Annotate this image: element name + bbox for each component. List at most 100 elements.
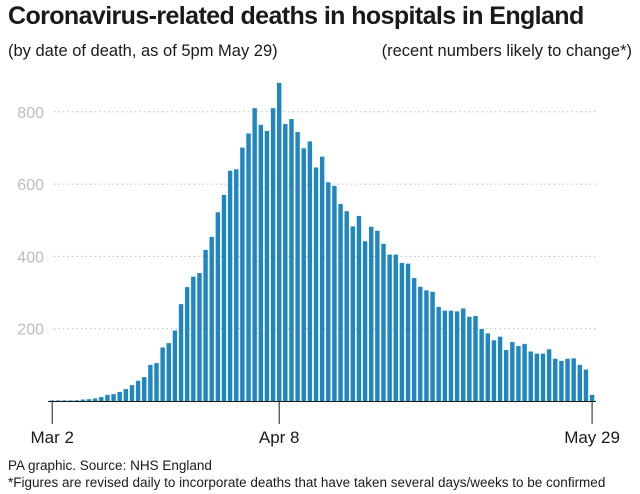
bar <box>491 340 497 401</box>
footnote: *Figures are revised daily to incorporat… <box>8 475 606 490</box>
bar <box>172 330 178 401</box>
bar <box>510 342 515 401</box>
bar <box>589 394 595 401</box>
bar <box>565 358 570 401</box>
bars <box>50 82 595 402</box>
bar <box>283 124 288 401</box>
bar <box>62 400 67 401</box>
bar <box>362 241 368 401</box>
bar <box>326 182 331 401</box>
bar <box>276 82 282 401</box>
bar <box>264 130 270 401</box>
gridlines: 200 400 600 800 <box>17 105 596 339</box>
bar <box>418 286 423 401</box>
bar <box>178 304 184 401</box>
y-tick-label: 200 <box>17 322 44 339</box>
y-tick-label: 400 <box>17 249 44 266</box>
bar <box>387 254 392 401</box>
bar <box>80 399 86 401</box>
bar <box>350 226 356 401</box>
bar <box>92 398 98 401</box>
bar <box>56 400 61 401</box>
bar <box>123 389 129 401</box>
bar <box>74 400 79 401</box>
bar <box>485 333 490 401</box>
bar <box>289 119 294 401</box>
bar <box>577 364 583 401</box>
y-tick-label: 800 <box>17 105 44 122</box>
bar <box>473 316 478 401</box>
chart-subtitle-left: (by date of death, as of 5pm May 29) <box>8 42 278 60</box>
bar <box>313 167 319 401</box>
bar <box>338 203 343 401</box>
bar <box>399 262 405 401</box>
x-tick-label: Apr 8 <box>259 428 300 447</box>
bar <box>344 211 349 401</box>
bar <box>221 194 227 401</box>
bar <box>270 108 276 401</box>
bar <box>319 156 325 401</box>
x-tick-label: Mar 2 <box>30 428 73 447</box>
bar <box>142 377 147 401</box>
bar <box>448 310 454 401</box>
bar <box>497 336 503 401</box>
bar <box>203 249 208 401</box>
bar <box>215 212 221 401</box>
chart-subtitle-right: (recent numbers likely to change*) <box>381 42 632 60</box>
bar <box>540 353 546 401</box>
bar <box>197 273 202 401</box>
bar <box>148 364 153 401</box>
bar <box>503 350 509 401</box>
bar <box>393 254 398 401</box>
x-axis: Mar 2 Apr 8 May 29 <box>30 401 620 447</box>
bar <box>424 290 429 401</box>
bar <box>411 278 417 401</box>
bar <box>154 363 159 401</box>
bar <box>534 353 540 401</box>
bar <box>105 394 110 401</box>
bar <box>160 347 165 401</box>
bar <box>461 308 466 401</box>
bar <box>479 329 484 401</box>
bar <box>583 369 589 401</box>
bar <box>50 400 55 401</box>
bar <box>111 394 116 401</box>
bar <box>307 141 313 401</box>
bar <box>240 147 245 401</box>
bar <box>553 358 558 401</box>
bar <box>301 148 306 401</box>
bar <box>436 307 441 401</box>
bar <box>442 310 448 401</box>
bar <box>295 132 300 401</box>
bar <box>571 358 576 401</box>
bar <box>405 263 411 401</box>
bar <box>68 400 73 401</box>
bar <box>454 311 460 401</box>
bar <box>117 391 122 401</box>
bar <box>375 230 380 401</box>
chart-title: Coronavirus-related deaths in hospitals … <box>8 2 584 30</box>
bar <box>369 226 374 401</box>
bar <box>332 185 337 401</box>
source-note: PA graphic. Source: NHS England <box>8 458 212 473</box>
bar <box>135 380 141 401</box>
bar <box>356 215 362 401</box>
bar <box>258 124 264 402</box>
bar <box>252 108 257 401</box>
bar <box>546 349 552 401</box>
y-tick-label: 600 <box>17 177 44 194</box>
bar <box>129 385 135 401</box>
x-tick-label: May 29 <box>564 428 620 447</box>
bar <box>227 170 233 401</box>
bar <box>191 276 196 401</box>
bar <box>184 287 190 401</box>
bar <box>516 346 521 401</box>
bar <box>467 316 472 401</box>
bar <box>246 133 251 402</box>
bar <box>559 360 564 401</box>
bar <box>209 236 214 401</box>
bar <box>166 343 171 401</box>
bar <box>528 351 533 401</box>
bar <box>381 243 386 401</box>
